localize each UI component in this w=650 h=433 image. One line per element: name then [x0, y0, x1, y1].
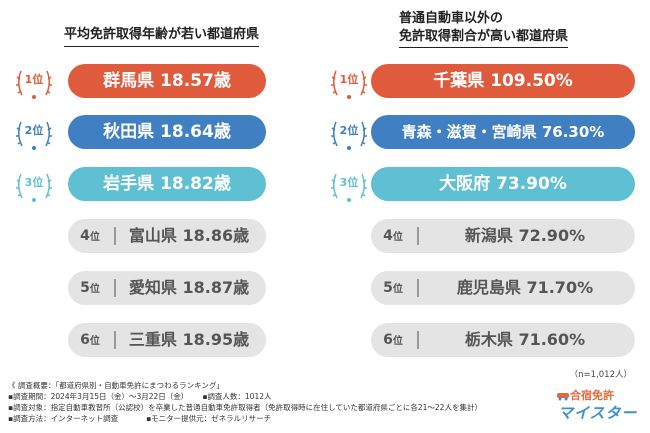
survey-target: ▪調査対象：指定自動車教習所（公認校）を卒業した普通自動車免許取得者（免許取得時…	[8, 403, 482, 412]
left-rank-5-pill: 5位 愛知県 18.87歳	[68, 271, 266, 305]
left-rank-4-row: 4位 富山県 18.86歳	[0, 219, 325, 253]
left-rank-6-row: 6位 三重県 18.95歳	[0, 323, 325, 357]
medal-3-icon: 3位	[329, 164, 369, 204]
logo-car-icon	[557, 393, 569, 401]
right-rank-6-pill: 6位 栃木県 71.60%	[371, 323, 635, 357]
right-rank-2-row: 2位 青森・滋賀・宮崎県 76.30%	[325, 112, 650, 152]
right-rank-1-row: 1位 千葉県 109.50%	[325, 61, 650, 101]
medal-3-icon: 3位	[14, 164, 54, 204]
medal-1-icon: 1位	[329, 61, 369, 101]
left-rank-2-row: 2位 秋田県 18.64歳	[0, 112, 325, 152]
left-rank-3-row: 3位 岩手県 18.82歳	[0, 164, 325, 204]
medal-1-icon: 1位	[14, 61, 54, 101]
right-rank-4-pill: 4位 新潟県 72.90%	[371, 219, 635, 253]
left-rank-6-pill: 6位 三重県 18.95歳	[68, 323, 266, 357]
survey-method-row: ▪調査方法：インターネット調査 ▪モニター提供元：ゼネラルリサーチ	[8, 414, 272, 423]
left-rank-5-row: 5位 愛知県 18.87歳	[0, 271, 325, 305]
left-rank-2-pill: 秋田県 18.64歳	[68, 115, 266, 149]
left-rank-3-pill: 岩手県 18.82歳	[68, 167, 266, 201]
medal-2-icon: 2位	[14, 112, 54, 152]
right-rank-5-pill: 5位 鹿児島県 71.70%	[371, 271, 635, 305]
right-rank-2-pill: 青森・滋賀・宮崎県 76.30%	[371, 115, 635, 149]
survey-period-row: ▪調査期間：2024年3月15日（金）〜3月22日（金） ▪調査人数：1012人	[8, 392, 272, 401]
left-rank-1-pill: 群馬県 18.57歳	[68, 64, 266, 98]
right-rank-4-row: 4位 新潟県 72.90%	[325, 219, 650, 253]
left-rank-4-pill: 4位 富山県 18.86歳	[68, 219, 266, 253]
survey-title: 《 調査概要：「都道府県別・自動車免許にまつわるランキング」	[8, 381, 224, 390]
left-rank-1-row: 1位 群馬県 18.57歳	[0, 61, 325, 101]
right-rank-6-row: 6位 栃木県 71.60%	[325, 323, 650, 357]
right-rank-1-pill: 千葉県 109.50%	[371, 64, 635, 98]
brand-logo: 合宿免許 マイスター	[557, 389, 638, 422]
left-title: 平均免許取得年齢が若い都道府県	[64, 26, 260, 47]
right-rank-5-row: 5位 鹿児島県 71.70%	[325, 271, 650, 305]
right-title: 普通自動車以外の 免許取得割合が高い都道府県	[399, 10, 569, 48]
survey-notes: 《 調査概要：「都道府県別・自動車免許にまつわるランキング」 ▪調査期間：202…	[8, 380, 482, 424]
sample-size-note: （n=1,012人）	[569, 370, 632, 380]
right-rank-3-row: 3位 大阪府 73.90%	[325, 164, 650, 204]
right-rank-3-pill: 大阪府 73.90%	[371, 167, 635, 201]
medal-2-icon: 2位	[329, 112, 369, 152]
